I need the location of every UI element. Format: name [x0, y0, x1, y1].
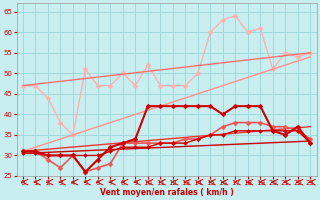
X-axis label: Vent moyen/en rafales ( km/h ): Vent moyen/en rafales ( km/h ) [100, 188, 234, 197]
